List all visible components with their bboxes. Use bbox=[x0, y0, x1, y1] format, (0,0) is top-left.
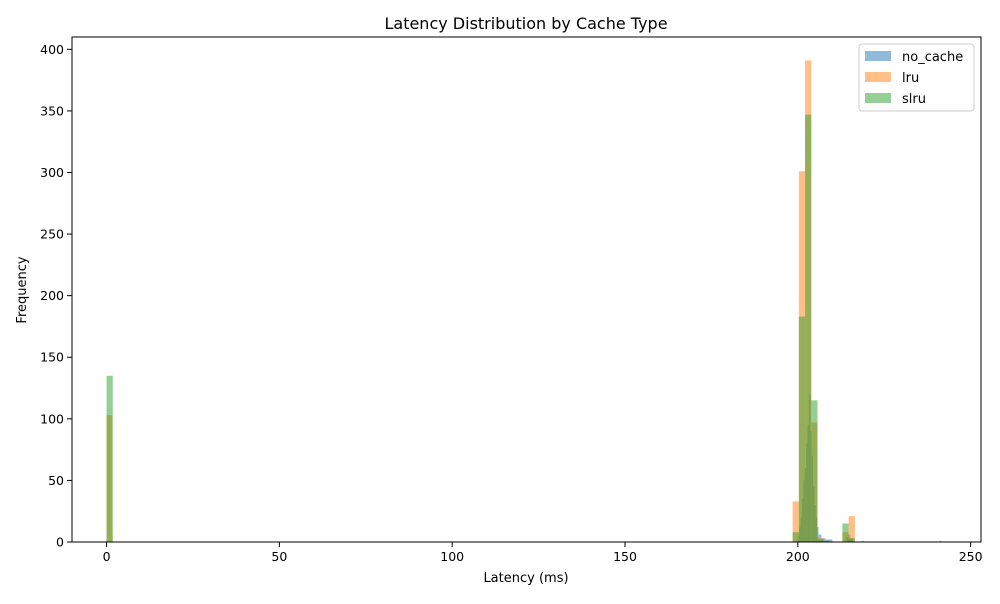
legend-swatch-slru bbox=[865, 93, 891, 103]
y-tick-label: 300 bbox=[40, 165, 64, 180]
bar-slru-2 bbox=[798, 316, 806, 542]
y-tick-label: 50 bbox=[48, 473, 64, 488]
bar-lru-1 bbox=[792, 501, 799, 542]
y-tick-label: 250 bbox=[40, 227, 64, 242]
x-axis-label: Latency (ms) bbox=[483, 571, 568, 586]
bar-lru-8 bbox=[848, 516, 855, 542]
bar-slru-7 bbox=[842, 523, 849, 542]
bar-slru-0 bbox=[106, 375, 113, 542]
y-tick-label: 350 bbox=[40, 103, 64, 118]
x-tick-label: 100 bbox=[440, 549, 464, 564]
bar-slru-1 bbox=[792, 532, 799, 542]
legend-label-no_cache: no_cache bbox=[902, 50, 963, 65]
legend-swatch-no_cache bbox=[865, 51, 891, 61]
bar-no_cache-14 bbox=[817, 527, 819, 542]
y-tick-label: 400 bbox=[40, 42, 64, 57]
legend-label-lru: lru bbox=[902, 71, 919, 86]
bar-slru-3 bbox=[805, 114, 812, 542]
bar-slru-5 bbox=[817, 539, 824, 542]
axes-layer: 0 50 100 150 200 250 0 50 100 150 200 250 300 350 400 bbox=[40, 36, 983, 564]
y-axis-label: Frequency bbox=[15, 256, 30, 323]
y-tick-label: 100 bbox=[40, 411, 64, 426]
chart-title: Latency Distribution by Cache Type bbox=[384, 14, 667, 33]
bar-slru-6 bbox=[823, 540, 830, 542]
legend-swatch-lru bbox=[865, 72, 891, 82]
plot-frame bbox=[71, 36, 982, 543]
bar-no_cache-22 bbox=[939, 540, 942, 542]
legend-label-slru: slru bbox=[902, 92, 926, 107]
x-tick-label: 50 bbox=[271, 549, 287, 564]
x-tick-label: 250 bbox=[959, 549, 983, 564]
series-slru bbox=[106, 114, 855, 542]
x-tick-label: 200 bbox=[786, 549, 810, 564]
bars-layer bbox=[106, 60, 942, 543]
y-tick-label: 150 bbox=[40, 350, 64, 365]
bar-no_cache-21 bbox=[861, 540, 864, 542]
x-tick-label: 150 bbox=[613, 549, 637, 564]
bar-slru-4 bbox=[811, 400, 818, 542]
y-tick-label: 0 bbox=[56, 535, 64, 550]
bar-slru-8 bbox=[848, 538, 855, 542]
x-tick-label: 0 bbox=[103, 549, 111, 564]
y-tick-label: 200 bbox=[40, 288, 64, 303]
